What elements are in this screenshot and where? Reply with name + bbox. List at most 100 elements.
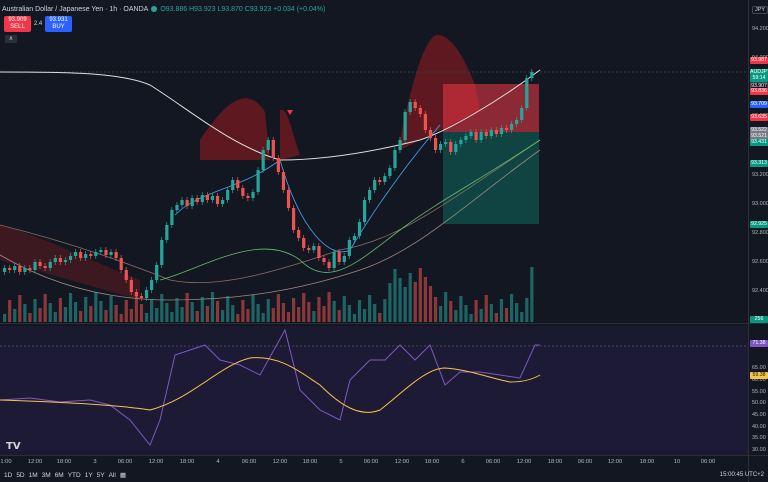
candle bbox=[337, 252, 341, 262]
clock[interactable]: 15:00:45 UTC+2 bbox=[719, 472, 764, 478]
candle bbox=[266, 140, 270, 150]
volume-bar bbox=[398, 278, 402, 322]
time-axis-label: 12:00 bbox=[516, 459, 532, 465]
time-axis-label: 06:00 bbox=[485, 459, 501, 465]
timeframe-ytd[interactable]: YTD bbox=[67, 471, 81, 479]
volume-bar bbox=[423, 277, 428, 322]
volume-bar bbox=[53, 312, 57, 322]
volume-bar bbox=[281, 303, 286, 322]
volume-bar bbox=[469, 314, 473, 322]
candle bbox=[378, 180, 382, 182]
price-axis-label: 93.000 bbox=[752, 200, 768, 207]
rsi-axis-label: 40.00 bbox=[752, 423, 766, 430]
candle bbox=[226, 190, 230, 200]
price-tag: 256 bbox=[750, 316, 768, 323]
candle bbox=[79, 252, 83, 258]
volume-bar bbox=[94, 292, 98, 322]
candle bbox=[393, 150, 397, 168]
candle bbox=[175, 205, 179, 210]
timeframe-5d[interactable]: 5D bbox=[16, 471, 25, 479]
tradingview-logo[interactable]: TV bbox=[6, 441, 21, 452]
volume-bar bbox=[129, 309, 133, 322]
trade-panel: 93.909 SELL 2.4 93.931 BUY bbox=[4, 16, 72, 32]
calendar-icon[interactable]: ▦ bbox=[119, 472, 127, 479]
candle bbox=[530, 72, 534, 78]
time-axis-label: 12:00 bbox=[27, 459, 43, 465]
rsi-axis-label: 35.00 bbox=[752, 435, 766, 442]
timeframe-1y[interactable]: 1Y bbox=[84, 471, 93, 479]
volume-bar bbox=[33, 299, 37, 322]
sell-button[interactable]: 93.909 SELL bbox=[4, 16, 31, 32]
timeframe-6m[interactable]: 6M bbox=[54, 471, 64, 479]
candle bbox=[433, 138, 438, 150]
rsi-axis-label: 55.00 bbox=[752, 388, 766, 395]
volume-bar bbox=[525, 298, 529, 322]
timeframe-5y[interactable]: 5Y bbox=[96, 471, 105, 479]
price-tag: AUDJPY 93.923 bbox=[750, 69, 768, 76]
candle bbox=[139, 296, 144, 298]
candle bbox=[423, 114, 428, 130]
price-axis-label: 92.600 bbox=[752, 258, 768, 265]
candle bbox=[180, 200, 184, 205]
volume-bar bbox=[79, 311, 83, 322]
volume-bar bbox=[479, 309, 483, 322]
timeframe-1m[interactable]: 1M bbox=[28, 471, 38, 479]
volume-bar bbox=[13, 309, 17, 322]
candle bbox=[403, 112, 407, 140]
volume-bar bbox=[18, 295, 22, 322]
time-axis-label: 06:00 bbox=[700, 459, 716, 465]
volume-bar bbox=[489, 304, 493, 322]
volume-bar bbox=[114, 305, 118, 322]
time-axis-label: 5 bbox=[339, 459, 343, 465]
volume-bar bbox=[134, 295, 139, 322]
time-axis-label: 3 bbox=[93, 459, 97, 465]
candle bbox=[58, 258, 62, 262]
candle bbox=[332, 252, 336, 268]
rsi-axis-label: 30.00 bbox=[752, 447, 766, 453]
candle bbox=[210, 196, 215, 200]
candle bbox=[89, 254, 93, 256]
candle bbox=[357, 222, 362, 236]
candle bbox=[170, 210, 174, 225]
candle bbox=[408, 102, 412, 112]
candle bbox=[444, 142, 448, 144]
volume-bar bbox=[297, 307, 301, 322]
candle bbox=[185, 200, 189, 206]
volume-bar bbox=[312, 311, 316, 322]
buy-button[interactable]: 93.931 BUY bbox=[45, 16, 72, 32]
volume-bar bbox=[368, 295, 372, 322]
collapse-chevron-icon[interactable]: ∧ bbox=[5, 35, 17, 43]
volume-bar bbox=[251, 295, 255, 322]
price-axis-label: 94.200 bbox=[752, 26, 768, 32]
candle bbox=[297, 230, 301, 238]
symbol-title[interactable]: Australian Dollar / Japanese Yen · 1h · … bbox=[2, 5, 149, 13]
candle bbox=[215, 196, 220, 204]
candle bbox=[33, 262, 37, 270]
volume-bar bbox=[276, 294, 280, 322]
volume-bar bbox=[226, 296, 230, 322]
price-axis-label: 92.400 bbox=[752, 288, 768, 294]
volume-bar bbox=[352, 314, 357, 322]
volume-bar bbox=[449, 301, 453, 322]
candle bbox=[114, 252, 118, 258]
volume-bar bbox=[8, 300, 12, 322]
timeframe-all[interactable]: All bbox=[108, 471, 116, 479]
volume-bar bbox=[210, 292, 215, 322]
time-axis-label: 18:00 bbox=[56, 459, 72, 465]
rsi-axis-label: 50.00 bbox=[752, 400, 766, 407]
candle bbox=[428, 130, 433, 138]
symbol-header: Australian Dollar / Japanese Yen · 1h · … bbox=[2, 3, 325, 15]
rsi-axis-label: 45.00 bbox=[752, 412, 766, 418]
candle bbox=[8, 268, 12, 270]
candle bbox=[317, 246, 321, 258]
volume-bar bbox=[246, 309, 250, 322]
volume-bar bbox=[241, 300, 245, 322]
currency-selector[interactable]: JPY bbox=[752, 6, 768, 14]
timeframe-1d[interactable]: 1D bbox=[4, 471, 13, 479]
volume-bar bbox=[347, 305, 351, 322]
candle bbox=[373, 180, 377, 190]
timeframe-3m[interactable]: 3M bbox=[41, 471, 51, 479]
candle bbox=[84, 254, 88, 258]
candle bbox=[286, 190, 291, 208]
